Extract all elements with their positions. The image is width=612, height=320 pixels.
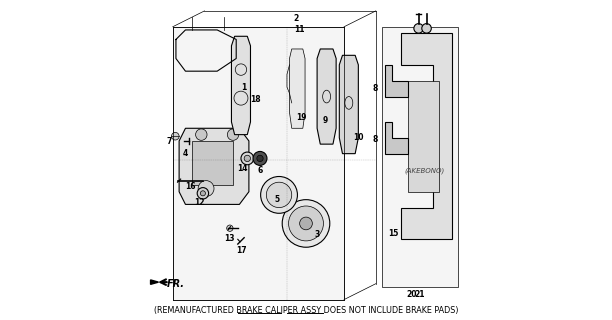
Circle shape — [171, 132, 179, 140]
Circle shape — [414, 24, 424, 33]
Text: 8: 8 — [373, 135, 378, 144]
Circle shape — [244, 155, 250, 162]
Text: (REMANUFACTURED BRAKE CALIPER ASSY DOES NOT INCLUDE BRAKE PADS): (REMANUFACTURED BRAKE CALIPER ASSY DOES … — [154, 306, 458, 315]
Bar — [408, 81, 439, 192]
Polygon shape — [151, 280, 159, 284]
Text: 5: 5 — [275, 195, 280, 204]
Circle shape — [196, 129, 207, 140]
Circle shape — [422, 24, 431, 33]
Circle shape — [227, 129, 239, 140]
Text: 20: 20 — [406, 290, 417, 299]
Text: 3: 3 — [315, 230, 319, 239]
Circle shape — [253, 151, 267, 165]
Text: FR.: FR. — [166, 279, 184, 289]
Polygon shape — [382, 27, 458, 287]
Text: 8: 8 — [373, 84, 378, 93]
Circle shape — [266, 182, 292, 208]
Text: 6: 6 — [258, 166, 263, 175]
Text: 10: 10 — [353, 133, 364, 142]
Circle shape — [288, 206, 324, 241]
Polygon shape — [317, 49, 336, 144]
Text: 15: 15 — [388, 229, 398, 238]
Text: 1: 1 — [242, 83, 247, 92]
Polygon shape — [179, 128, 249, 204]
Text: 9: 9 — [323, 116, 327, 125]
Circle shape — [300, 217, 312, 230]
Text: 16: 16 — [185, 182, 195, 191]
Text: 18: 18 — [250, 95, 261, 104]
Polygon shape — [401, 33, 452, 239]
Text: 13: 13 — [224, 234, 234, 243]
Circle shape — [200, 191, 206, 196]
Polygon shape — [386, 65, 408, 97]
Polygon shape — [339, 55, 359, 154]
Circle shape — [197, 188, 209, 199]
Circle shape — [257, 155, 263, 162]
Text: 14: 14 — [237, 164, 248, 173]
Circle shape — [198, 180, 214, 196]
Circle shape — [261, 177, 297, 213]
Text: (AKEBONO): (AKEBONO) — [405, 168, 445, 174]
Text: 11: 11 — [294, 25, 305, 35]
Circle shape — [241, 152, 253, 165]
Circle shape — [282, 200, 330, 247]
Bar — [192, 141, 233, 185]
Polygon shape — [289, 49, 305, 128]
Text: 19: 19 — [296, 113, 307, 122]
Text: 2: 2 — [294, 14, 299, 23]
Text: 7: 7 — [166, 137, 171, 146]
Polygon shape — [386, 122, 408, 154]
Circle shape — [226, 225, 233, 231]
Text: 12: 12 — [194, 198, 204, 207]
Text: 4: 4 — [182, 149, 187, 158]
Text: 21: 21 — [414, 290, 425, 299]
Text: 17: 17 — [237, 246, 247, 255]
Polygon shape — [173, 27, 344, 300]
Polygon shape — [231, 36, 250, 135]
